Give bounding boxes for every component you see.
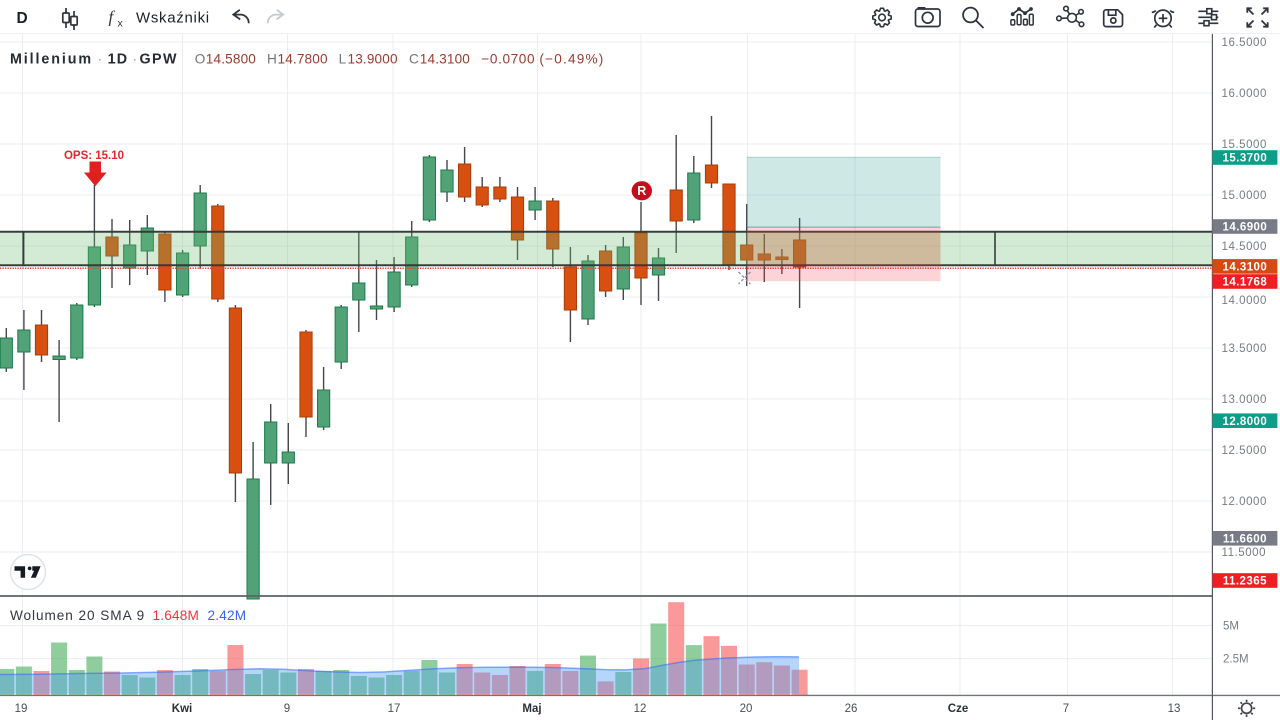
svg-text:13.9000: 13.9000 — [348, 52, 398, 67]
svg-text:15.0000: 15.0000 — [1222, 190, 1267, 202]
svg-text:Kwi: Kwi — [172, 703, 192, 715]
svg-text:Wskaźniki: Wskaźniki — [136, 10, 210, 27]
svg-text:13.5000: 13.5000 — [1222, 343, 1267, 355]
svg-text:Cze: Cze — [948, 703, 968, 715]
svg-text:14.5000: 14.5000 — [1222, 241, 1267, 253]
svg-text:GPW: GPW — [140, 52, 178, 68]
svg-text:14.3100: 14.3100 — [420, 52, 470, 67]
svg-text:13.0000: 13.0000 — [1222, 394, 1267, 406]
svg-text:·: · — [133, 51, 138, 67]
svg-text:H: H — [267, 52, 277, 67]
svg-text:14.1768: 14.1768 — [1223, 277, 1268, 289]
svg-text:2.42M: 2.42M — [208, 608, 247, 623]
svg-text:Wolumen 20 SMA 9: Wolumen 20 SMA 9 — [10, 608, 145, 623]
svg-text:−0.0700: −0.0700 — [481, 52, 535, 67]
svg-text:20: 20 — [740, 703, 753, 715]
svg-text:7: 7 — [1063, 703, 1069, 715]
svg-text:11.2365: 11.2365 — [1223, 576, 1267, 588]
svg-text:2.5M: 2.5M — [1223, 654, 1249, 666]
svg-text:11.5000: 11.5000 — [1222, 547, 1267, 559]
svg-text:(−0.49%): (−0.49%) — [539, 52, 604, 67]
svg-text:15.3700: 15.3700 — [1223, 153, 1268, 165]
svg-text:Maj: Maj — [522, 703, 541, 715]
svg-text:15.5000: 15.5000 — [1222, 139, 1267, 151]
svg-text:16.0000: 16.0000 — [1222, 88, 1267, 100]
svg-text:12.8000: 12.8000 — [1223, 416, 1268, 428]
svg-text:9: 9 — [284, 703, 290, 715]
svg-text:11.6600: 11.6600 — [1223, 533, 1267, 545]
svg-text:D: D — [17, 10, 28, 27]
svg-text:Millenium: Millenium — [10, 52, 93, 68]
svg-text:19: 19 — [15, 703, 28, 715]
svg-text:14.5800: 14.5800 — [206, 52, 256, 67]
svg-text:14.7800: 14.7800 — [278, 52, 328, 67]
svg-text:14.6900: 14.6900 — [1223, 222, 1268, 234]
svg-text:12.5000: 12.5000 — [1222, 445, 1267, 457]
svg-text:1.648M: 1.648M — [153, 608, 200, 623]
svg-text:O: O — [195, 52, 206, 67]
svg-text:1D: 1D — [108, 52, 129, 68]
svg-text:12: 12 — [634, 703, 647, 715]
svg-text:26: 26 — [845, 703, 858, 715]
svg-text:13: 13 — [1168, 703, 1181, 715]
svg-text:x: x — [118, 18, 124, 30]
svg-text:5M: 5M — [1223, 621, 1239, 633]
svg-text:12.0000: 12.0000 — [1222, 496, 1267, 508]
svg-text:16.5000: 16.5000 — [1222, 37, 1267, 49]
svg-text:C: C — [409, 52, 419, 67]
svg-text:14.0000: 14.0000 — [1222, 295, 1267, 307]
svg-text:17: 17 — [388, 703, 401, 715]
svg-text:OPS: 15.10: OPS: 15.10 — [64, 150, 124, 162]
svg-text:f: f — [109, 8, 116, 27]
svg-text:14.3100: 14.3100 — [1223, 262, 1268, 274]
svg-text:L: L — [339, 52, 347, 67]
svg-text:R: R — [637, 184, 646, 198]
svg-text:·: · — [98, 51, 103, 67]
